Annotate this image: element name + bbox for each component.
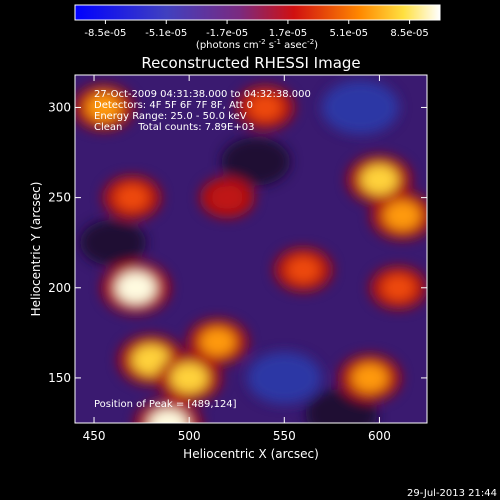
heatmap-hot-spot	[170, 362, 208, 393]
annotation-counts: Clean Total counts: 7.89E+03	[94, 122, 254, 133]
heatmap-area	[75, 75, 427, 423]
annotation-energy-range: Energy Range: 25.0 - 50.0 keV	[94, 111, 247, 122]
heatmap-hot-spot	[211, 185, 243, 210]
y-tick-label: 250	[48, 191, 71, 205]
heatmap-cold-spot	[221, 137, 291, 186]
colorbar-tick-label: 1.7e-05	[269, 28, 307, 39]
annotation-peak-position: Position of Peak = [489,124]	[94, 399, 237, 410]
y-tick-label: 150	[48, 371, 71, 385]
timestamp: 29-Jul-2013 21:44	[407, 488, 497, 499]
heatmap-cold-spot	[321, 80, 400, 135]
x-axis: 450 500 550 600	[83, 75, 391, 443]
heatmap-hot-spot	[115, 184, 149, 211]
heatmap-hot-spot	[382, 274, 415, 301]
plot-frame	[74, 74, 428, 424]
heatmap-hot-spot	[286, 256, 321, 283]
y-axis: 150 200 250 300	[48, 100, 427, 385]
colorbar	[74, 4, 441, 21]
colorbar-tick-labels: -8.5e-05 -5.1e-05 -1.7e-05 1.7e-05 5.1e-05 8.…	[84, 28, 428, 39]
y-axis-label: Heliocentric Y (arcsec)	[29, 182, 43, 317]
x-tick-label: 550	[273, 429, 296, 443]
heatmap-hot-spot	[115, 271, 156, 304]
heatmap-hot-spot	[360, 164, 399, 195]
colorbar-tick-label: -1.7e-05	[206, 28, 248, 39]
annotation-time-range: 27-Oct-2009 04:31:38.000 to 04:32:38.000	[94, 89, 311, 100]
heatmap-hot-spot	[383, 201, 421, 231]
chart-title: Reconstructed RHESSI Image	[141, 54, 360, 72]
colorbar-tick-label: 5.1e-05	[330, 28, 368, 39]
x-tick-label: 450	[83, 429, 106, 443]
colorbar-tick-label: -5.1e-05	[145, 28, 187, 39]
heatmap-cold-spot	[80, 219, 147, 266]
colorbar-unit-label: (photons cm-2 s-1 asec-2)	[196, 38, 318, 51]
heatmap-hot-spot	[148, 409, 188, 423]
colorbar-tick-label: -8.5e-05	[84, 28, 126, 39]
y-tick-label: 200	[48, 281, 71, 295]
heatmap-hot-spot	[200, 327, 236, 356]
colorbar-ticks	[104, 20, 411, 24]
y-tick-label: 300	[48, 100, 71, 114]
x-tick-label: 500	[178, 429, 201, 443]
heatmap-hot-spot	[85, 93, 122, 122]
heatmap-hot-spot	[248, 94, 283, 121]
colorbar-tick-label: 8.5e-05	[390, 28, 428, 39]
heatmap-cold-spot	[247, 351, 322, 404]
x-tick-label: 600	[368, 429, 391, 443]
heatmap-hot-spot	[351, 363, 388, 393]
x-axis-label: Heliocentric X (arcsec)	[183, 447, 319, 461]
annotation-detectors: Detectors: 4F 5F 6F 7F 8F, Att 0	[94, 100, 253, 111]
